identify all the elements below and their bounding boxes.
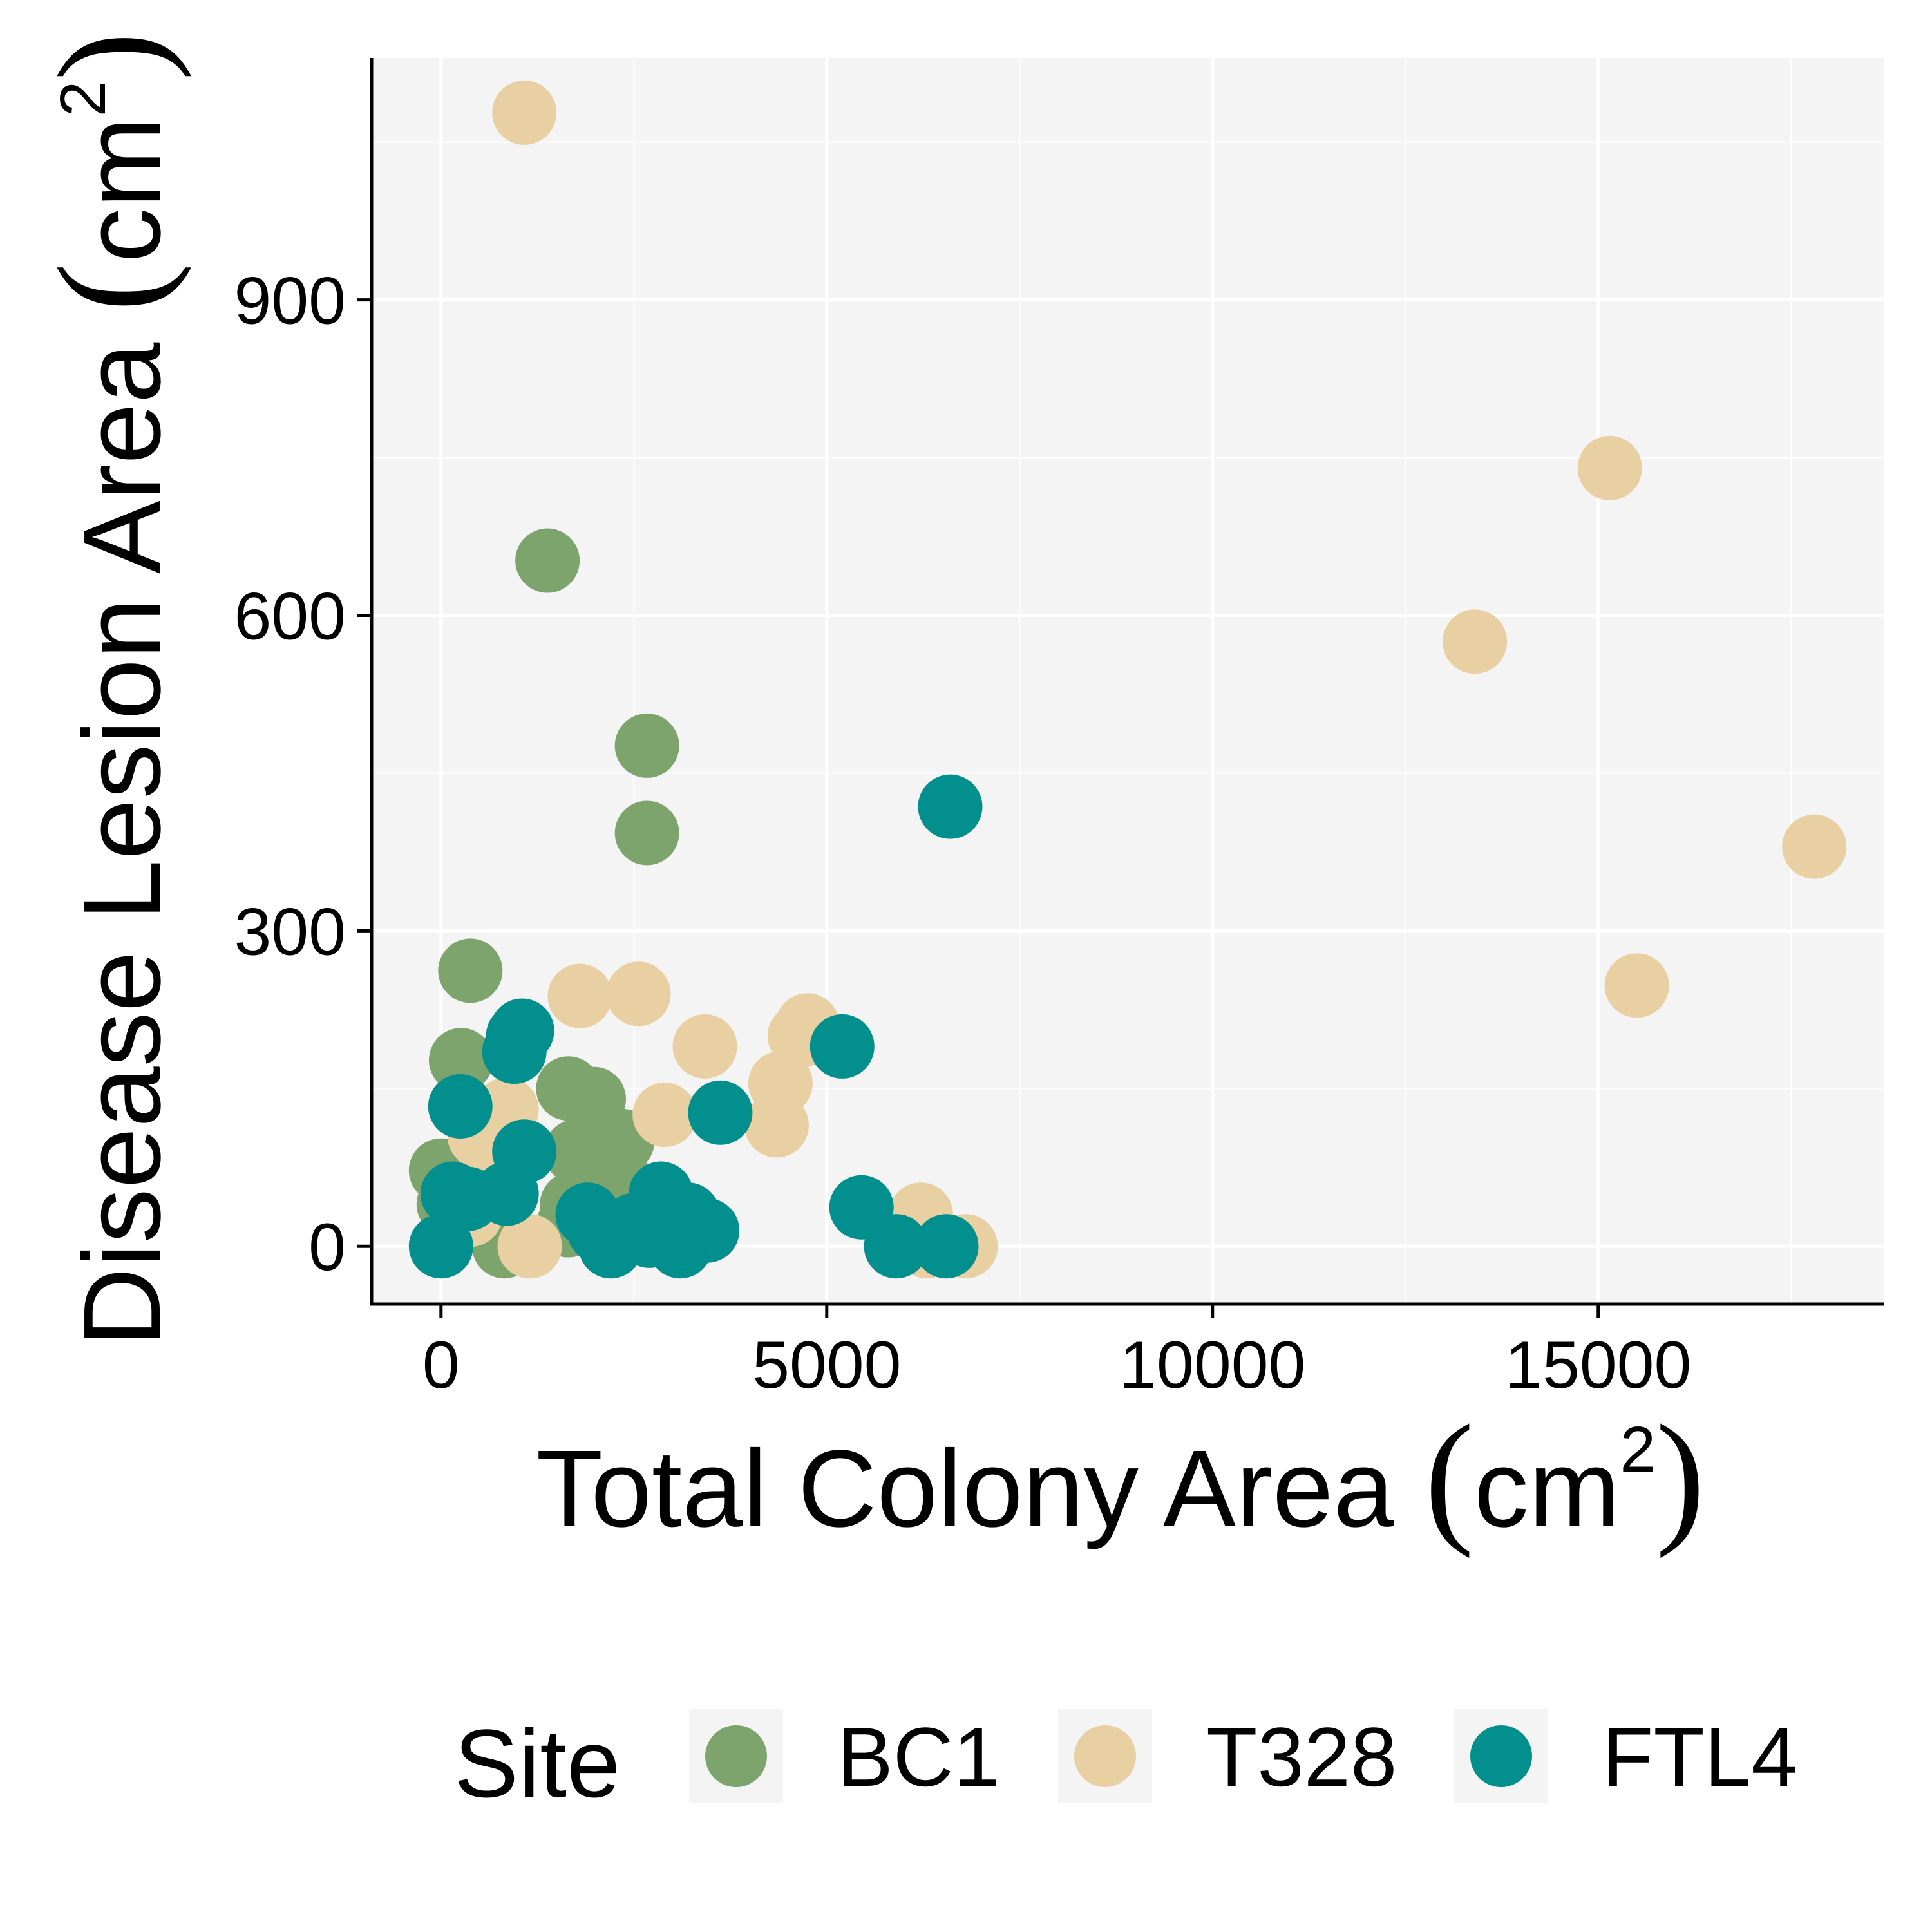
- x-axis-ticks: 0 5000 10000 15000: [422, 1304, 1691, 1403]
- legend-label-t328: T328: [1206, 1710, 1397, 1804]
- y-axis-ticks: 0 300 600 900: [234, 264, 372, 1285]
- legend-label-bc1: BC1: [837, 1710, 1000, 1804]
- data-points: [408, 80, 1847, 1279]
- x-tick-label: 10000: [1119, 1328, 1305, 1403]
- point-ftl4: [688, 1080, 753, 1145]
- legend-swatch-bc1: [705, 1725, 767, 1787]
- x-tick-label: 0: [422, 1328, 460, 1403]
- x-axis-title-unit: cm: [1474, 1428, 1620, 1550]
- x-axis-title: Total Colony Area (cm2): [536, 1394, 1705, 1558]
- x-axis-title-main: Total Colony Area: [536, 1428, 1425, 1550]
- legend-item-t328: T328: [1058, 1709, 1397, 1804]
- axes: [370, 58, 1884, 1306]
- point-bc1: [614, 800, 679, 866]
- legend-swatch-ftl4: [1470, 1725, 1532, 1787]
- point-bc1: [614, 713, 679, 778]
- legend-item-ftl4: FTL4: [1454, 1709, 1797, 1804]
- x-axis-title-close-paren: ): [1656, 1394, 1705, 1558]
- x-tick-label: 5000: [752, 1328, 901, 1403]
- point-bc1: [515, 528, 580, 593]
- point-ftl4: [555, 1182, 620, 1247]
- y-tick-label: 300: [234, 895, 346, 969]
- point-t328: [1443, 609, 1508, 674]
- point-t328: [606, 961, 671, 1027]
- y-axis-title-open-paren: (: [28, 263, 192, 312]
- point-t328: [1782, 814, 1847, 879]
- point-t328: [497, 1214, 562, 1279]
- point-ftl4: [918, 774, 983, 839]
- point-t328: [492, 80, 557, 145]
- point-t328: [744, 1093, 809, 1158]
- y-axis-title-main: Disease Lesion Area: [61, 312, 184, 1347]
- legend-item-bc1: BC1: [689, 1709, 1000, 1804]
- point-ftl4: [482, 1019, 547, 1084]
- point-t328: [672, 1014, 737, 1079]
- y-axis-title: Disease Lesion Area (cm2): [28, 32, 192, 1347]
- y-tick-label: 900: [234, 264, 346, 339]
- point-ftl4: [810, 1014, 875, 1079]
- point-ftl4: [648, 1214, 713, 1279]
- point-t328: [632, 1083, 697, 1148]
- y-axis-title-close-paren: ): [28, 32, 192, 81]
- point-bc1: [438, 938, 503, 1003]
- y-axis-title-unit: cm: [61, 117, 184, 263]
- x-axis-title-superscript: 2: [1620, 1414, 1656, 1486]
- point-t328: [1604, 953, 1669, 1018]
- point-ftl4: [864, 1214, 929, 1279]
- legend-label-ftl4: FTL4: [1602, 1710, 1797, 1804]
- y-tick-label: 0: [308, 1210, 346, 1285]
- point-ftl4: [408, 1214, 473, 1279]
- point-ftl4: [428, 1074, 493, 1139]
- legend-swatch-t328: [1074, 1725, 1136, 1787]
- point-ftl4: [474, 1161, 539, 1226]
- x-axis-title-open-paren: (: [1425, 1394, 1474, 1558]
- point-ftl4: [914, 1214, 979, 1279]
- y-axis-title-superscript: 2: [47, 81, 119, 117]
- point-bc1: [428, 1028, 493, 1093]
- x-tick-label: 15000: [1505, 1328, 1691, 1403]
- legend: Site BC1 T328 FTL4: [454, 1709, 1797, 1817]
- point-t328: [547, 963, 612, 1028]
- y-tick-label: 600: [234, 579, 346, 654]
- legend-title: Site: [454, 1709, 620, 1817]
- point-t328: [1577, 435, 1642, 500]
- point-ftl4: [420, 1161, 485, 1226]
